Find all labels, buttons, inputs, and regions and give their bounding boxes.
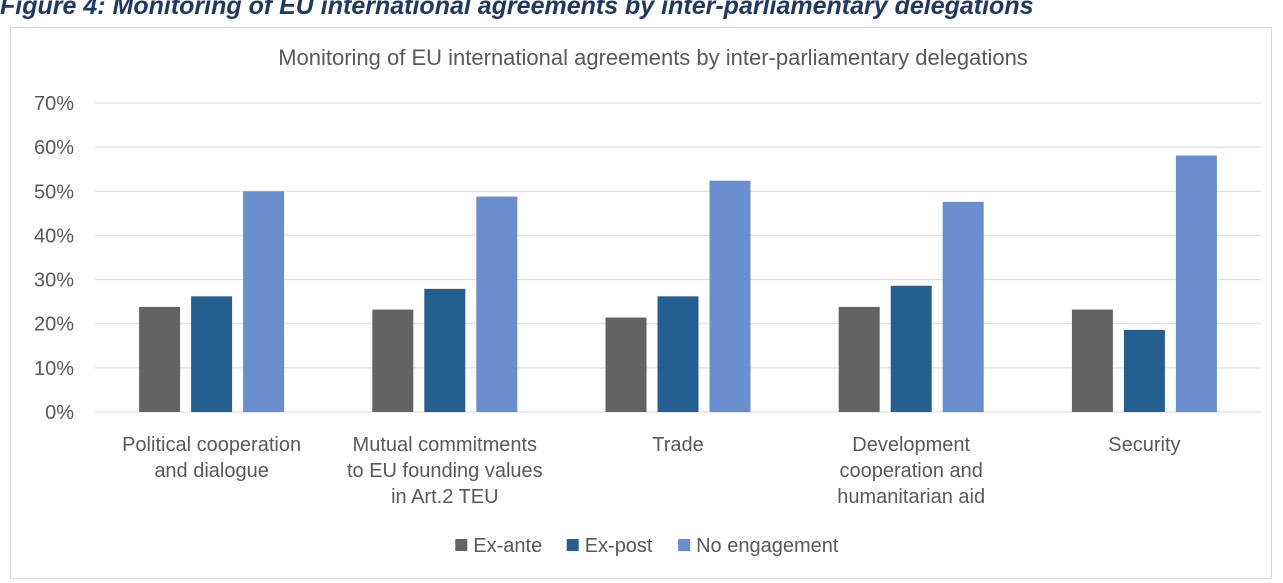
legend-swatch bbox=[566, 539, 579, 551]
x-tick-label: Political cooperation and dialogue bbox=[122, 434, 301, 482]
figure-caption: Figure 4: Monitoring of EU international… bbox=[0, 0, 1034, 20]
x-tick-label-line: Security bbox=[1108, 434, 1180, 456]
bar-no-engagement bbox=[1175, 155, 1217, 412]
legend-swatch bbox=[455, 539, 468, 551]
legend-label: Ex-ante bbox=[473, 535, 542, 557]
bar-ex-ante bbox=[838, 306, 880, 412]
y-tick-label: 50% bbox=[34, 181, 74, 203]
bar-ex-ante bbox=[372, 309, 414, 412]
bar-ex-post bbox=[1123, 329, 1165, 412]
bar-ex-post bbox=[424, 288, 466, 412]
bar-ex-ante bbox=[1071, 309, 1113, 412]
y-tick-label: 30% bbox=[34, 270, 74, 292]
bar-ex-post bbox=[657, 296, 699, 412]
bar-no-engagement bbox=[243, 191, 285, 412]
legend-label: Ex-post bbox=[585, 535, 653, 557]
x-tick-label: Development cooperation and humanitarian a… bbox=[837, 434, 985, 508]
y-tick-label: 70% bbox=[34, 93, 74, 115]
x-tick-label-line: to EU founding values bbox=[347, 460, 543, 482]
x-tick-label-line: Development bbox=[852, 434, 970, 456]
figure-caption-area: Figure 4: Monitoring of EU international… bbox=[0, 0, 1283, 32]
bar-ex-post bbox=[890, 285, 932, 412]
bar-chart: Monitoring of EU international agreement… bbox=[34, 45, 1261, 557]
chart-title: Monitoring of EU international agreement… bbox=[278, 45, 1028, 70]
x-tick-label: Mutual commitments to EU founding values i… bbox=[347, 434, 543, 508]
x-tick-label-line: in Art.2 TEU bbox=[391, 486, 498, 508]
x-tick-label-line: cooperation and bbox=[839, 460, 982, 482]
bar-ex-ante bbox=[139, 306, 181, 412]
x-tick-label-line: Trade bbox=[652, 434, 704, 456]
x-tick-label-line: and dialogue bbox=[154, 460, 269, 482]
chart-area: Monitoring of EU international agreement… bbox=[10, 27, 1272, 579]
x-tick-label-line: Mutual commitments bbox=[353, 434, 538, 456]
y-tick-label: 60% bbox=[34, 137, 74, 159]
y-tick-label: 20% bbox=[34, 314, 74, 336]
x-tick-label-line: humanitarian aid bbox=[837, 486, 985, 508]
x-tick-label: Security bbox=[1108, 434, 1180, 456]
bar-ex-post bbox=[191, 296, 233, 412]
bar-no-engagement bbox=[942, 201, 984, 412]
legend-label: No engagement bbox=[696, 535, 839, 557]
x-tick-label-line: Political cooperation bbox=[122, 434, 301, 456]
bar-no-engagement bbox=[476, 196, 518, 412]
y-tick-label: 10% bbox=[34, 358, 74, 380]
legend-swatch bbox=[678, 539, 691, 551]
y-tick-label: 40% bbox=[34, 225, 74, 247]
bar-no-engagement bbox=[709, 180, 751, 412]
x-tick-label: Trade bbox=[652, 434, 704, 456]
y-tick-label: 0% bbox=[45, 402, 74, 424]
bar-ex-ante bbox=[605, 317, 647, 412]
